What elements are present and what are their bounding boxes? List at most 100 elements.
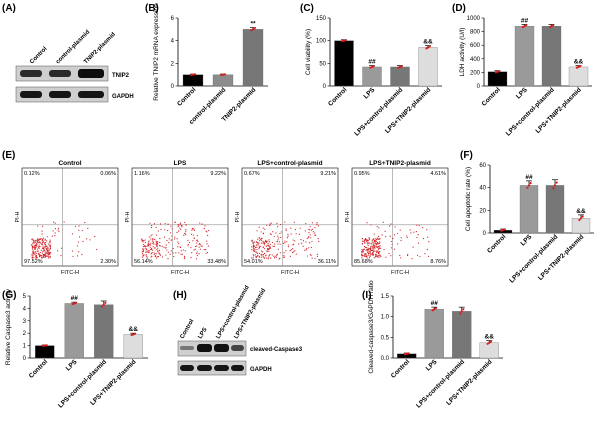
- significance-mark: &&: [576, 208, 586, 215]
- flow-event: [363, 241, 366, 243]
- flow-event: [314, 226, 316, 229]
- flow-event: [371, 249, 374, 252]
- flow-event: [144, 239, 146, 241]
- data-point: [552, 187, 555, 190]
- flow-event: [44, 250, 46, 252]
- flow-event: [31, 248, 34, 250]
- flow-event: [272, 231, 274, 233]
- bar: [212, 74, 234, 87]
- flow-event: [365, 256, 368, 258]
- flow-event: [177, 230, 180, 232]
- flow-event: [253, 241, 255, 243]
- flow-event: [36, 250, 38, 252]
- flow-event: [363, 248, 366, 250]
- y-tick-label: 60: [479, 163, 486, 169]
- flow-event: [366, 254, 368, 257]
- category-label: LPS+TNIP2-plasmid: [534, 86, 583, 135]
- flow-event: [36, 243, 38, 245]
- flow-event: [254, 245, 256, 247]
- quadrant-percent: 8.76%: [430, 259, 446, 265]
- flow-event: [424, 253, 426, 255]
- flow-event: [416, 224, 418, 226]
- flow-event: [266, 250, 268, 253]
- flow-event: [269, 246, 271, 248]
- flow-event: [35, 252, 37, 254]
- flow-event: [76, 245, 79, 247]
- flow-event: [146, 250, 148, 252]
- flow-plot-frame: [241, 167, 339, 267]
- category-label: LPS: [65, 358, 79, 372]
- y-tick-label: 50: [319, 61, 326, 67]
- flow-event: [48, 243, 50, 246]
- flow-event: [277, 239, 279, 241]
- flow-event: [207, 245, 210, 247]
- flow-event: [180, 250, 182, 252]
- flow-event: [72, 255, 74, 258]
- blot-H: Control LPS LPS+control-plasmid LPS+TNIP…: [177, 285, 303, 376]
- flow-event: [179, 222, 182, 224]
- flow-event: [266, 244, 268, 246]
- bar: [362, 66, 382, 87]
- flow-event: [268, 254, 270, 257]
- flow-event: [46, 251, 49, 253]
- flow-event: [285, 228, 287, 230]
- flow-event: [277, 235, 279, 237]
- flow-event: [49, 256, 51, 259]
- flow-event: [264, 228, 266, 230]
- flow-event: [368, 257, 370, 259]
- flow-event: [46, 236, 48, 238]
- flow-event: [141, 256, 144, 258]
- flow-event: [426, 248, 428, 250]
- flow-event: [365, 241, 367, 243]
- flow-event: [375, 254, 378, 256]
- flow-event: [251, 239, 254, 241]
- flow-event: [258, 236, 260, 239]
- flow-plot-title: LPS: [174, 160, 187, 167]
- flow-event: [377, 250, 379, 252]
- flow-event: [399, 229, 401, 231]
- flow-event: [49, 248, 52, 250]
- blot-A-col-label: Control: [29, 46, 49, 66]
- quadrant-percent: 97.52%: [24, 259, 43, 265]
- flow-event: [399, 257, 402, 259]
- quadrant-percent: 0.95%: [354, 171, 370, 177]
- flow-event: [379, 254, 381, 256]
- flow-event: [283, 252, 285, 254]
- significance-mark: &&: [129, 326, 139, 333]
- data-point: [425, 47, 428, 50]
- flow-event: [43, 254, 46, 257]
- y-tick-label: 1: [23, 344, 27, 350]
- flow-event: [37, 239, 39, 242]
- flow-event: [151, 239, 154, 241]
- category-label: LPS: [515, 86, 529, 100]
- flow-event: [271, 241, 273, 244]
- flow-event: [37, 225, 39, 227]
- flow-event: [52, 230, 54, 232]
- flow-event: [48, 251, 51, 254]
- flow-event: [418, 242, 420, 244]
- flow-event: [365, 254, 367, 256]
- flow-event: [163, 246, 165, 248]
- flow-event: [276, 241, 278, 243]
- flow-event: [263, 241, 265, 244]
- flow-event: [294, 240, 296, 242]
- data-point: [553, 184, 557, 187]
- chart-C: 0 50 100 150 Cell viability (%) Control ## LPSL…: [305, 16, 442, 138]
- flow-event: [205, 252, 207, 254]
- flow-event: [156, 245, 158, 247]
- flow-event: [374, 250, 376, 252]
- flow-event: [276, 253, 278, 255]
- flow-event: [310, 254, 312, 257]
- flow-event: [158, 253, 160, 255]
- flow-event: [304, 249, 306, 251]
- blot-A: Control control-plasmid TNIP2-plasmid TN…: [15, 29, 134, 103]
- flow-event: [266, 257, 268, 259]
- flow-event: [251, 246, 253, 248]
- flow-event: [46, 255, 48, 257]
- flow-event: [81, 253, 83, 256]
- flow-event: [375, 238, 378, 241]
- data-point: [426, 46, 430, 49]
- y-tick-label: 0.5: [381, 335, 390, 341]
- flow-event: [45, 241, 47, 244]
